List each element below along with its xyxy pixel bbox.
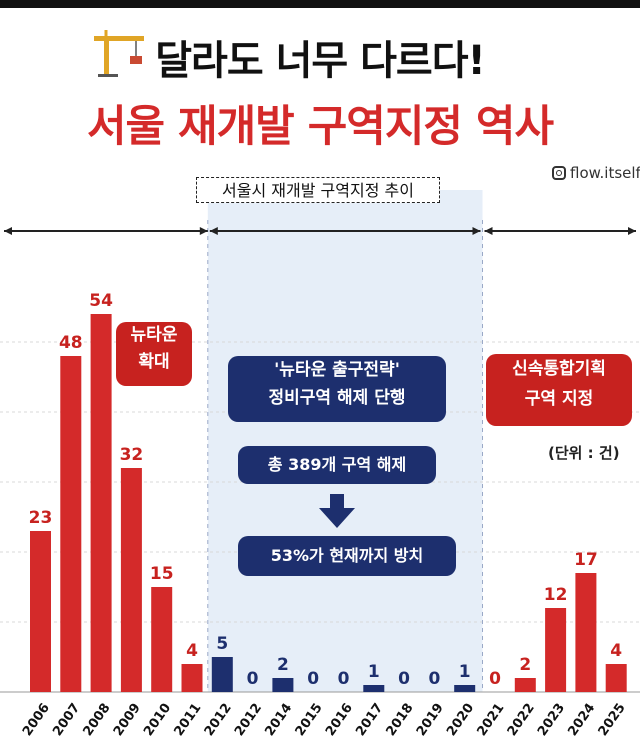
newtown-note: 뉴타운 확대 bbox=[116, 322, 192, 386]
exit-strategy-line2: 정비구역 해제 단행 bbox=[268, 388, 406, 408]
value-label: 1 bbox=[368, 662, 380, 682]
x-tick-label: 2008 bbox=[81, 701, 114, 739]
handle-text: flow.itself bbox=[570, 164, 640, 182]
value-label: 4 bbox=[186, 641, 198, 661]
bar-2009 bbox=[120, 468, 142, 692]
left-abandoned-text: 53%가 현재까지 방치 bbox=[270, 546, 424, 565]
value-label: 4 bbox=[610, 641, 622, 661]
value-label: 15 bbox=[150, 564, 174, 584]
fast-track-line1: 신속통합기획 bbox=[512, 359, 606, 379]
value-label: 1 bbox=[459, 662, 471, 682]
x-tick-label: 2009 bbox=[111, 701, 144, 739]
bar-2017 bbox=[363, 685, 385, 692]
x-tick-label: 2022 bbox=[505, 701, 538, 739]
x-tick-label: 2012 bbox=[202, 701, 235, 739]
x-tick-label: 2014 bbox=[262, 701, 295, 739]
bar-2022 bbox=[514, 678, 536, 692]
bar-2006 bbox=[30, 531, 51, 692]
unit-label: (단위 : 건) bbox=[548, 444, 620, 462]
instagram-icon bbox=[552, 166, 566, 180]
main-title: 달라도 너무 다르다! bbox=[155, 38, 486, 84]
x-tick-label: 2006 bbox=[20, 701, 53, 739]
newtown-note-line1: 뉴타운 bbox=[130, 325, 178, 345]
fast-track-line2: 구역 지정 bbox=[524, 389, 594, 409]
bar-2020 bbox=[454, 685, 476, 692]
crane-icon bbox=[94, 30, 144, 77]
bar-2007 bbox=[60, 356, 82, 692]
value-label: 0 bbox=[307, 669, 319, 689]
x-tick-label: 2015 bbox=[293, 701, 326, 739]
bar-2011 bbox=[181, 664, 203, 692]
era-arrow-head-left bbox=[209, 227, 218, 235]
headline: 서울 재개발 구역지정 역사 bbox=[86, 102, 554, 152]
value-label: 2 bbox=[519, 655, 531, 675]
x-tick-label: 2023 bbox=[535, 701, 568, 739]
x-tick-label: 2024 bbox=[565, 701, 598, 739]
value-label: 5 bbox=[216, 634, 228, 654]
down-arrow-icon bbox=[319, 494, 355, 528]
value-label: 0 bbox=[247, 669, 259, 689]
x-tick-label: 2021 bbox=[474, 701, 507, 739]
bar-2025 bbox=[605, 664, 627, 692]
x-tick-label: 2016 bbox=[323, 701, 356, 739]
x-tick-label: 2018 bbox=[384, 701, 417, 739]
instagram-handle: flow.itself bbox=[552, 164, 640, 182]
total-released-text: 총 389개 구역 해제 bbox=[267, 455, 407, 474]
value-label: 54 bbox=[89, 291, 113, 311]
value-label: 17 bbox=[574, 550, 598, 570]
era-arrow-head-right bbox=[628, 227, 636, 235]
x-tick-label: 2017 bbox=[353, 701, 386, 739]
bar-2023 bbox=[545, 608, 567, 692]
x-tick-label: 2025 bbox=[596, 701, 629, 739]
x-tick-label: 2011 bbox=[171, 701, 204, 739]
newtown-note-line2: 확대 bbox=[138, 352, 170, 372]
value-label: 0 bbox=[489, 669, 501, 689]
chart-title: 서울시 재개발 구역지정 추이 bbox=[196, 177, 440, 203]
value-label: 0 bbox=[428, 669, 440, 689]
era-arrow-head-right bbox=[199, 227, 208, 235]
exit-strategy-note: '뉴타운 출구전략' 정비구역 해제 단행 bbox=[228, 356, 446, 422]
top-bar bbox=[0, 0, 640, 8]
bar-2008 bbox=[90, 314, 112, 692]
value-label: 12 bbox=[544, 585, 568, 605]
value-label: 32 bbox=[120, 445, 144, 465]
x-tick-label: 2007 bbox=[50, 701, 83, 739]
exit-strategy-line1: '뉴타운 출구전략' bbox=[274, 360, 400, 380]
value-label: 23 bbox=[29, 508, 53, 528]
x-tick-label: 2012 bbox=[232, 701, 265, 739]
era-arrow-head-right bbox=[472, 227, 481, 235]
value-label: 2 bbox=[277, 655, 289, 675]
blue-era-band bbox=[207, 190, 483, 692]
era-arrow-head-left bbox=[4, 227, 12, 235]
bar-2014 bbox=[272, 678, 294, 692]
x-tick-label: 2019 bbox=[414, 701, 447, 739]
value-label: 0 bbox=[338, 669, 350, 689]
bar-2024 bbox=[575, 573, 597, 692]
value-label: 0 bbox=[398, 669, 410, 689]
bar-2010 bbox=[151, 587, 173, 692]
fast-track-note: 신속통합기획 구역 지정 bbox=[486, 354, 632, 426]
value-label: 48 bbox=[59, 333, 83, 353]
bar-2012 bbox=[211, 657, 233, 692]
x-tick-label: 2020 bbox=[444, 701, 477, 739]
left-abandoned-note: 53%가 현재까지 방치 bbox=[238, 536, 456, 576]
x-tick-label: 2010 bbox=[141, 701, 174, 739]
total-released-note: 총 389개 구역 해제 bbox=[238, 446, 436, 484]
era-arrow-head-left bbox=[484, 227, 493, 235]
